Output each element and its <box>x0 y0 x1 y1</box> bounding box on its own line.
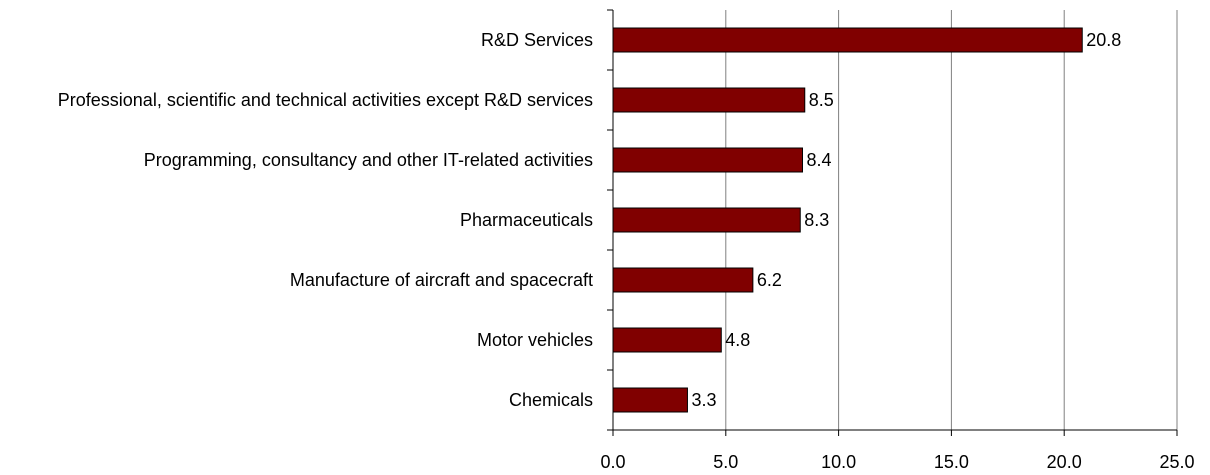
bar <box>612 87 806 113</box>
bar <box>612 27 1083 53</box>
category-text: Professional, scientific and technical a… <box>57 90 593 110</box>
x-tick-label: 0.0 <box>600 452 625 472</box>
data-label: 20.8 <box>1086 30 1121 50</box>
category-text: R&D Services <box>480 30 593 50</box>
y-tick-label: Chemicals <box>0 370 593 430</box>
y-tick-label: Pharmaceuticals <box>0 190 593 250</box>
x-tick-label: 5.0 <box>713 452 738 472</box>
bar <box>612 387 688 413</box>
data-label: 3.3 <box>691 390 716 410</box>
y-tick-label: Manufacture of aircraft and spacecraft <box>0 250 593 310</box>
data-label: 4.8 <box>725 330 750 350</box>
bar <box>612 327 722 353</box>
x-tick-label: 25.0 <box>1159 452 1194 472</box>
x-tick-label: 15.0 <box>934 452 969 472</box>
category-text: Programming, consultancy and other IT-re… <box>143 150 593 170</box>
category-text: Motor vehicles <box>476 330 593 350</box>
data-label: 8.5 <box>809 90 834 110</box>
bar <box>612 147 804 173</box>
y-tick-label: Professional, scientific and technical a… <box>0 70 593 130</box>
bar <box>612 207 801 233</box>
category-text: Chemicals <box>508 390 593 410</box>
category-text: Pharmaceuticals <box>459 210 593 230</box>
data-label: 6.2 <box>757 270 782 290</box>
x-tick-label: 10.0 <box>821 452 856 472</box>
data-label: 8.4 <box>807 150 832 170</box>
y-tick-label: R&D Services <box>0 10 593 70</box>
x-tick-label: 20.0 <box>1047 452 1082 472</box>
data-label: 8.3 <box>804 210 829 230</box>
category-text: Manufacture of aircraft and spacecraft <box>289 270 593 290</box>
bar <box>612 267 754 293</box>
y-tick-label: Motor vehicles <box>0 310 593 370</box>
y-tick-label: Programming, consultancy and other IT-re… <box>0 130 593 190</box>
